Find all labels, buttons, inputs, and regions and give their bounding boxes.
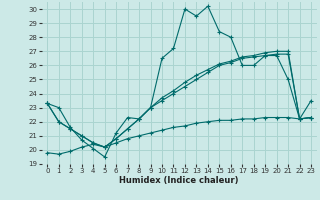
- X-axis label: Humidex (Indice chaleur): Humidex (Indice chaleur): [119, 176, 239, 185]
